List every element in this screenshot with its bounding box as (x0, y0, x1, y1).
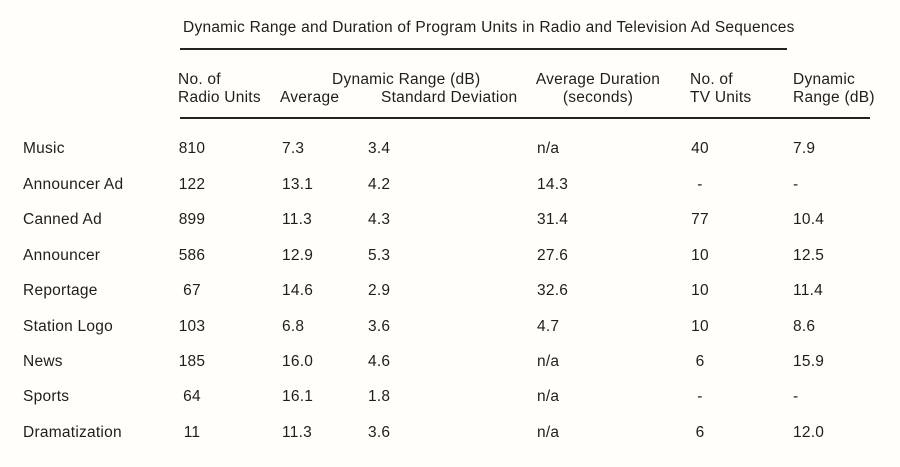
row-label: News (23, 353, 63, 370)
cell-tv-dynamic-range: - (793, 388, 799, 405)
column-header-radio-units-line2: Radio Units (178, 89, 261, 106)
cell-tv-units: 6 (695, 353, 705, 370)
row-label: Station Logo (23, 318, 114, 335)
column-header-average-duration-line1: Average Duration (535, 71, 661, 88)
table-row: Reportage 67 14.6 2.9 32.6 10 11.4 (0, 282, 900, 304)
table-row: News 185 16.0 4.6 n/a 6 15.9 (0, 353, 900, 375)
cell-standard-deviation: 3.6 (368, 424, 391, 441)
cell-tv-units: 77 (691, 211, 709, 228)
table-row: Canned Ad 899 11.3 4.3 31.4 77 10.4 (0, 211, 900, 233)
row-label: Announcer Ad (23, 176, 124, 193)
table-row: Announcer Ad 122 13.1 4.2 14.3 - - (0, 176, 900, 198)
row-label: Music (23, 140, 65, 157)
cell-average: 6.8 (282, 318, 305, 335)
column-header-tv-units: No. of TV Units (690, 71, 751, 107)
cell-radio-units: 122 (178, 176, 206, 193)
page-title: Dynamic Range and Duration of Program Un… (183, 19, 795, 36)
row-label: Sports (23, 388, 70, 405)
cell-average: 7.3 (282, 140, 305, 157)
column-header-radio-units: No. of Radio Units (178, 71, 261, 107)
cell-tv-units: 40 (691, 140, 709, 157)
cell-radio-units: 810 (178, 140, 206, 157)
column-header-dynamic-range-group: Dynamic Range (dB) (332, 71, 481, 88)
cell-tv-dynamic-range: 7.9 (793, 140, 816, 157)
cell-average-duration: n/a (537, 353, 560, 370)
cell-average-duration: n/a (537, 140, 560, 157)
cell-average-duration: 27.6 (537, 247, 569, 264)
cell-tv-dynamic-range: 12.0 (793, 424, 825, 441)
cell-standard-deviation: 1.8 (368, 388, 391, 405)
table-row: Station Logo 103 6.8 3.6 4.7 10 8.6 (0, 318, 900, 340)
column-header-tv-units-line1: No. of (690, 71, 733, 88)
cell-tv-units: - (697, 388, 703, 405)
cell-average: 14.6 (282, 282, 314, 299)
cell-average: 12.9 (282, 247, 314, 264)
title-rule (180, 48, 787, 50)
table-row: Announcer 586 12.9 5.3 27.6 10 12.5 (0, 247, 900, 269)
cell-average-duration: n/a (537, 388, 560, 405)
column-header-average-duration: Average Duration (seconds) (523, 71, 673, 107)
cell-standard-deviation: 3.4 (368, 140, 391, 157)
cell-tv-units: 10 (691, 247, 709, 264)
column-header-average-duration-line2: (seconds) (562, 89, 634, 106)
cell-standard-deviation: 5.3 (368, 247, 391, 264)
row-label: Dramatization (23, 424, 122, 441)
cell-tv-dynamic-range: - (793, 176, 799, 193)
header-rule (180, 117, 870, 119)
table-row: Music 810 7.3 3.4 n/a 40 7.9 (0, 140, 900, 162)
cell-standard-deviation: 4.2 (368, 176, 391, 193)
cell-tv-units: 10 (691, 282, 709, 299)
cell-average-duration: n/a (537, 424, 560, 441)
cell-tv-dynamic-range: 12.5 (793, 247, 825, 264)
cell-average: 13.1 (282, 176, 314, 193)
cell-average-duration: 14.3 (537, 176, 569, 193)
cell-tv-units: 6 (695, 424, 705, 441)
column-header-average: Average (280, 89, 340, 106)
cell-average: 11.3 (282, 211, 313, 228)
cell-radio-units: 586 (178, 247, 206, 264)
cell-average-duration: 4.7 (537, 318, 560, 335)
column-header-tv-dynamic-range: Dynamic Range (dB) (793, 71, 875, 107)
cell-tv-dynamic-range: 8.6 (793, 318, 816, 335)
cell-radio-units: 899 (178, 211, 206, 228)
cell-tv-dynamic-range: 10.4 (793, 211, 825, 228)
cell-average: 11.3 (282, 424, 313, 441)
row-label: Announcer (23, 247, 101, 264)
cell-average: 16.0 (282, 353, 314, 370)
cell-radio-units: 103 (178, 318, 206, 335)
cell-average-duration: 32.6 (537, 282, 569, 299)
cell-average: 16.1 (282, 388, 314, 405)
table-row: Sports 64 16.1 1.8 n/a - - (0, 388, 900, 410)
table-row: Dramatization 11 11.3 3.6 n/a 6 12.0 (0, 424, 900, 446)
row-label: Canned Ad (23, 211, 102, 228)
column-header-tv-units-line2: TV Units (690, 89, 752, 106)
cell-tv-units: - (697, 176, 703, 193)
cell-radio-units: 67 (183, 282, 201, 299)
column-header-tv-dynamic-range-line1: Dynamic (793, 71, 856, 88)
cell-radio-units: 11 (183, 424, 201, 441)
cell-standard-deviation: 4.3 (368, 211, 391, 228)
cell-tv-units: 10 (691, 318, 709, 335)
cell-standard-deviation: 2.9 (368, 282, 391, 299)
cell-radio-units: 64 (183, 388, 201, 405)
column-header-tv-dynamic-range-line2: Range (dB) (793, 89, 875, 106)
cell-radio-units: 185 (178, 353, 206, 370)
column-header-standard-deviation: Standard Deviation (381, 89, 518, 106)
cell-tv-dynamic-range: 11.4 (793, 282, 824, 299)
row-label: Reportage (23, 282, 98, 299)
column-header-radio-units-line1: No. of (178, 71, 221, 88)
cell-standard-deviation: 3.6 (368, 318, 391, 335)
cell-average-duration: 31.4 (537, 211, 569, 228)
cell-tv-dynamic-range: 15.9 (793, 353, 825, 370)
cell-standard-deviation: 4.6 (368, 353, 391, 370)
